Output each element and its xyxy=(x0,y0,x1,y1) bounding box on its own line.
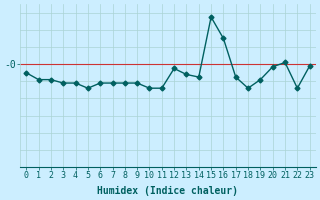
X-axis label: Humidex (Indice chaleur): Humidex (Indice chaleur) xyxy=(98,186,238,196)
